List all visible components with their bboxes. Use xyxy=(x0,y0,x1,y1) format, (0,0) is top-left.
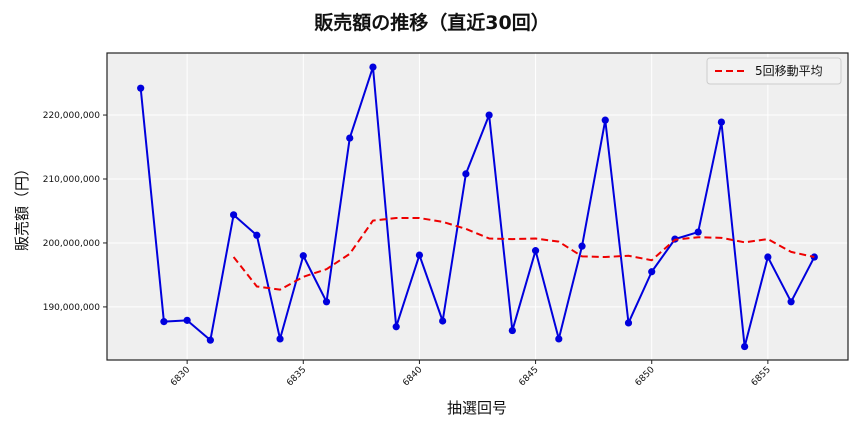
data-point xyxy=(624,319,633,327)
plot-area xyxy=(107,53,848,360)
series-layer xyxy=(137,63,818,351)
x-tick-label: 6855 xyxy=(750,365,773,388)
series-moving-average xyxy=(232,217,815,291)
y-axis: 190,000,000 200,000,000 210,000,000 220,000… xyxy=(43,111,107,313)
data-point xyxy=(439,317,447,325)
data-point xyxy=(601,116,609,124)
data-point xyxy=(810,253,818,261)
data-point xyxy=(299,252,307,260)
y-tick-label: 190,000,000 xyxy=(43,303,101,313)
data-point xyxy=(183,316,191,324)
data-point xyxy=(578,242,586,250)
y-axis-label: 販売額（円） xyxy=(13,161,31,251)
data-point xyxy=(322,298,331,306)
x-tick-label: 6835 xyxy=(285,365,308,388)
data-point xyxy=(160,318,168,326)
data-point xyxy=(694,228,702,236)
grid-lines xyxy=(107,53,848,360)
data-point xyxy=(369,63,377,71)
legend: 5回移動平均 xyxy=(706,57,842,85)
y-tick-label: 220,000,000 xyxy=(43,111,101,121)
data-point xyxy=(137,84,145,92)
chart-title: 販売額の推移（直近30回） xyxy=(314,12,550,34)
data-point xyxy=(392,323,400,331)
data-point xyxy=(764,253,772,261)
data-point xyxy=(415,251,424,259)
x-axis-label: 抽選回号 xyxy=(447,399,507,417)
data-point xyxy=(253,231,261,239)
legend-label: 5回移動平均 xyxy=(755,64,823,78)
x-tick-label: 6845 xyxy=(517,365,540,388)
data-point xyxy=(555,335,563,343)
data-point xyxy=(276,335,284,343)
series-sales xyxy=(137,63,818,351)
data-point xyxy=(508,326,516,335)
data-point xyxy=(741,342,749,351)
y-tick-label: 200,000,000 xyxy=(43,239,101,249)
data-point xyxy=(787,298,795,306)
data-point xyxy=(485,111,493,119)
plot-frame xyxy=(106,52,849,361)
data-point xyxy=(648,268,656,276)
data-point xyxy=(462,170,470,178)
x-tick-label: 6830 xyxy=(169,365,192,388)
data-point xyxy=(531,247,540,255)
x-tick-label: 6850 xyxy=(634,365,657,388)
data-point xyxy=(717,118,726,126)
x-tick-label: 6840 xyxy=(401,365,424,388)
x-axis: 6830 6835 6840 6845 6850 6855 xyxy=(169,360,773,388)
data-point xyxy=(206,336,214,344)
data-point xyxy=(229,211,238,219)
data-point xyxy=(346,134,354,142)
y-tick-label: 210,000,000 xyxy=(43,175,101,185)
